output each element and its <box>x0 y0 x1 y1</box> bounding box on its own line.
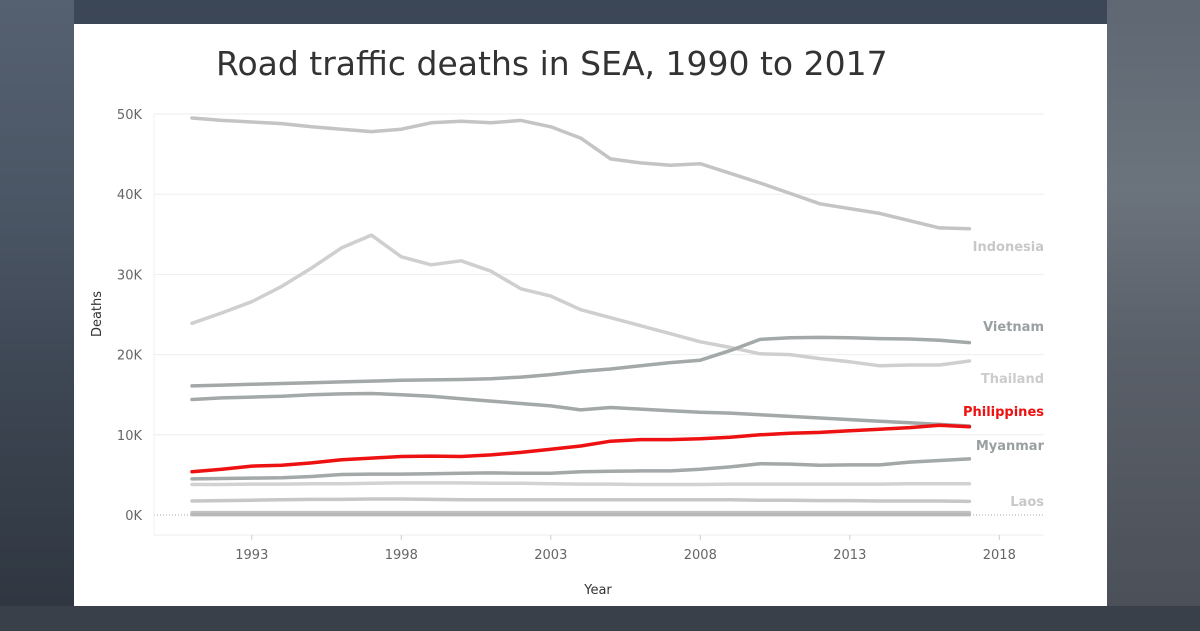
y-tick-label: 0K <box>125 509 142 524</box>
x-axis: 1993 1998 2003 2008 2013 2018 <box>235 535 1016 563</box>
chart-panel: Road traffic deaths in SEA, 1990 to 2017… <box>74 24 1107 606</box>
x-axis-title: Year <box>583 583 612 598</box>
line-chart: Road traffic deaths in SEA, 1990 to 2017… <box>90 44 1045 598</box>
x-tick-label: 2003 <box>534 548 567 563</box>
y-tick-label: 10K <box>117 429 143 444</box>
y-tick-label: 40K <box>117 188 143 203</box>
y-axis-title: Deaths <box>90 291 105 337</box>
series-label-thailand: Thailand <box>981 372 1044 387</box>
x-tick-label: 2018 <box>983 548 1016 563</box>
series-labels: Indonesia Thailand Vietnam Philippines Myanm… <box>963 240 1045 510</box>
chart-title: Road traffic deaths in SEA, 1990 to 2017 <box>216 44 888 83</box>
series-line-indonesia <box>190 116 972 231</box>
series-label-vietnam: Vietnam <box>983 320 1044 335</box>
background-bottom <box>0 606 1200 631</box>
series-line-thailand <box>190 233 972 368</box>
series-label-myanmar: Myanmar <box>976 439 1045 454</box>
series-label-laos: Laos <box>1010 495 1044 510</box>
series-lines <box>190 116 972 517</box>
y-tick-label: 50K <box>117 108 143 123</box>
background-left <box>0 0 74 631</box>
y-tick-label: 30K <box>117 268 143 283</box>
series-label-indonesia: Indonesia <box>973 240 1044 255</box>
series-line <box>190 481 972 487</box>
y-axis: 0K 10K 20K 30K 40K 50K <box>117 108 143 524</box>
series-line-laos <box>190 497 972 504</box>
y-tick-label: 20K <box>117 349 143 364</box>
x-tick-label: 1998 <box>385 548 418 563</box>
x-tick-label: 2013 <box>833 548 866 563</box>
series-line-philippines <box>190 423 972 474</box>
background-right <box>1107 0 1200 631</box>
series-line <box>190 391 972 428</box>
series-line-myanmar <box>190 457 972 481</box>
series-line-vietnam <box>190 335 972 388</box>
x-tick-label: 1993 <box>235 548 268 563</box>
series-label-philippines: Philippines <box>963 405 1044 420</box>
x-tick-label: 2008 <box>684 548 717 563</box>
